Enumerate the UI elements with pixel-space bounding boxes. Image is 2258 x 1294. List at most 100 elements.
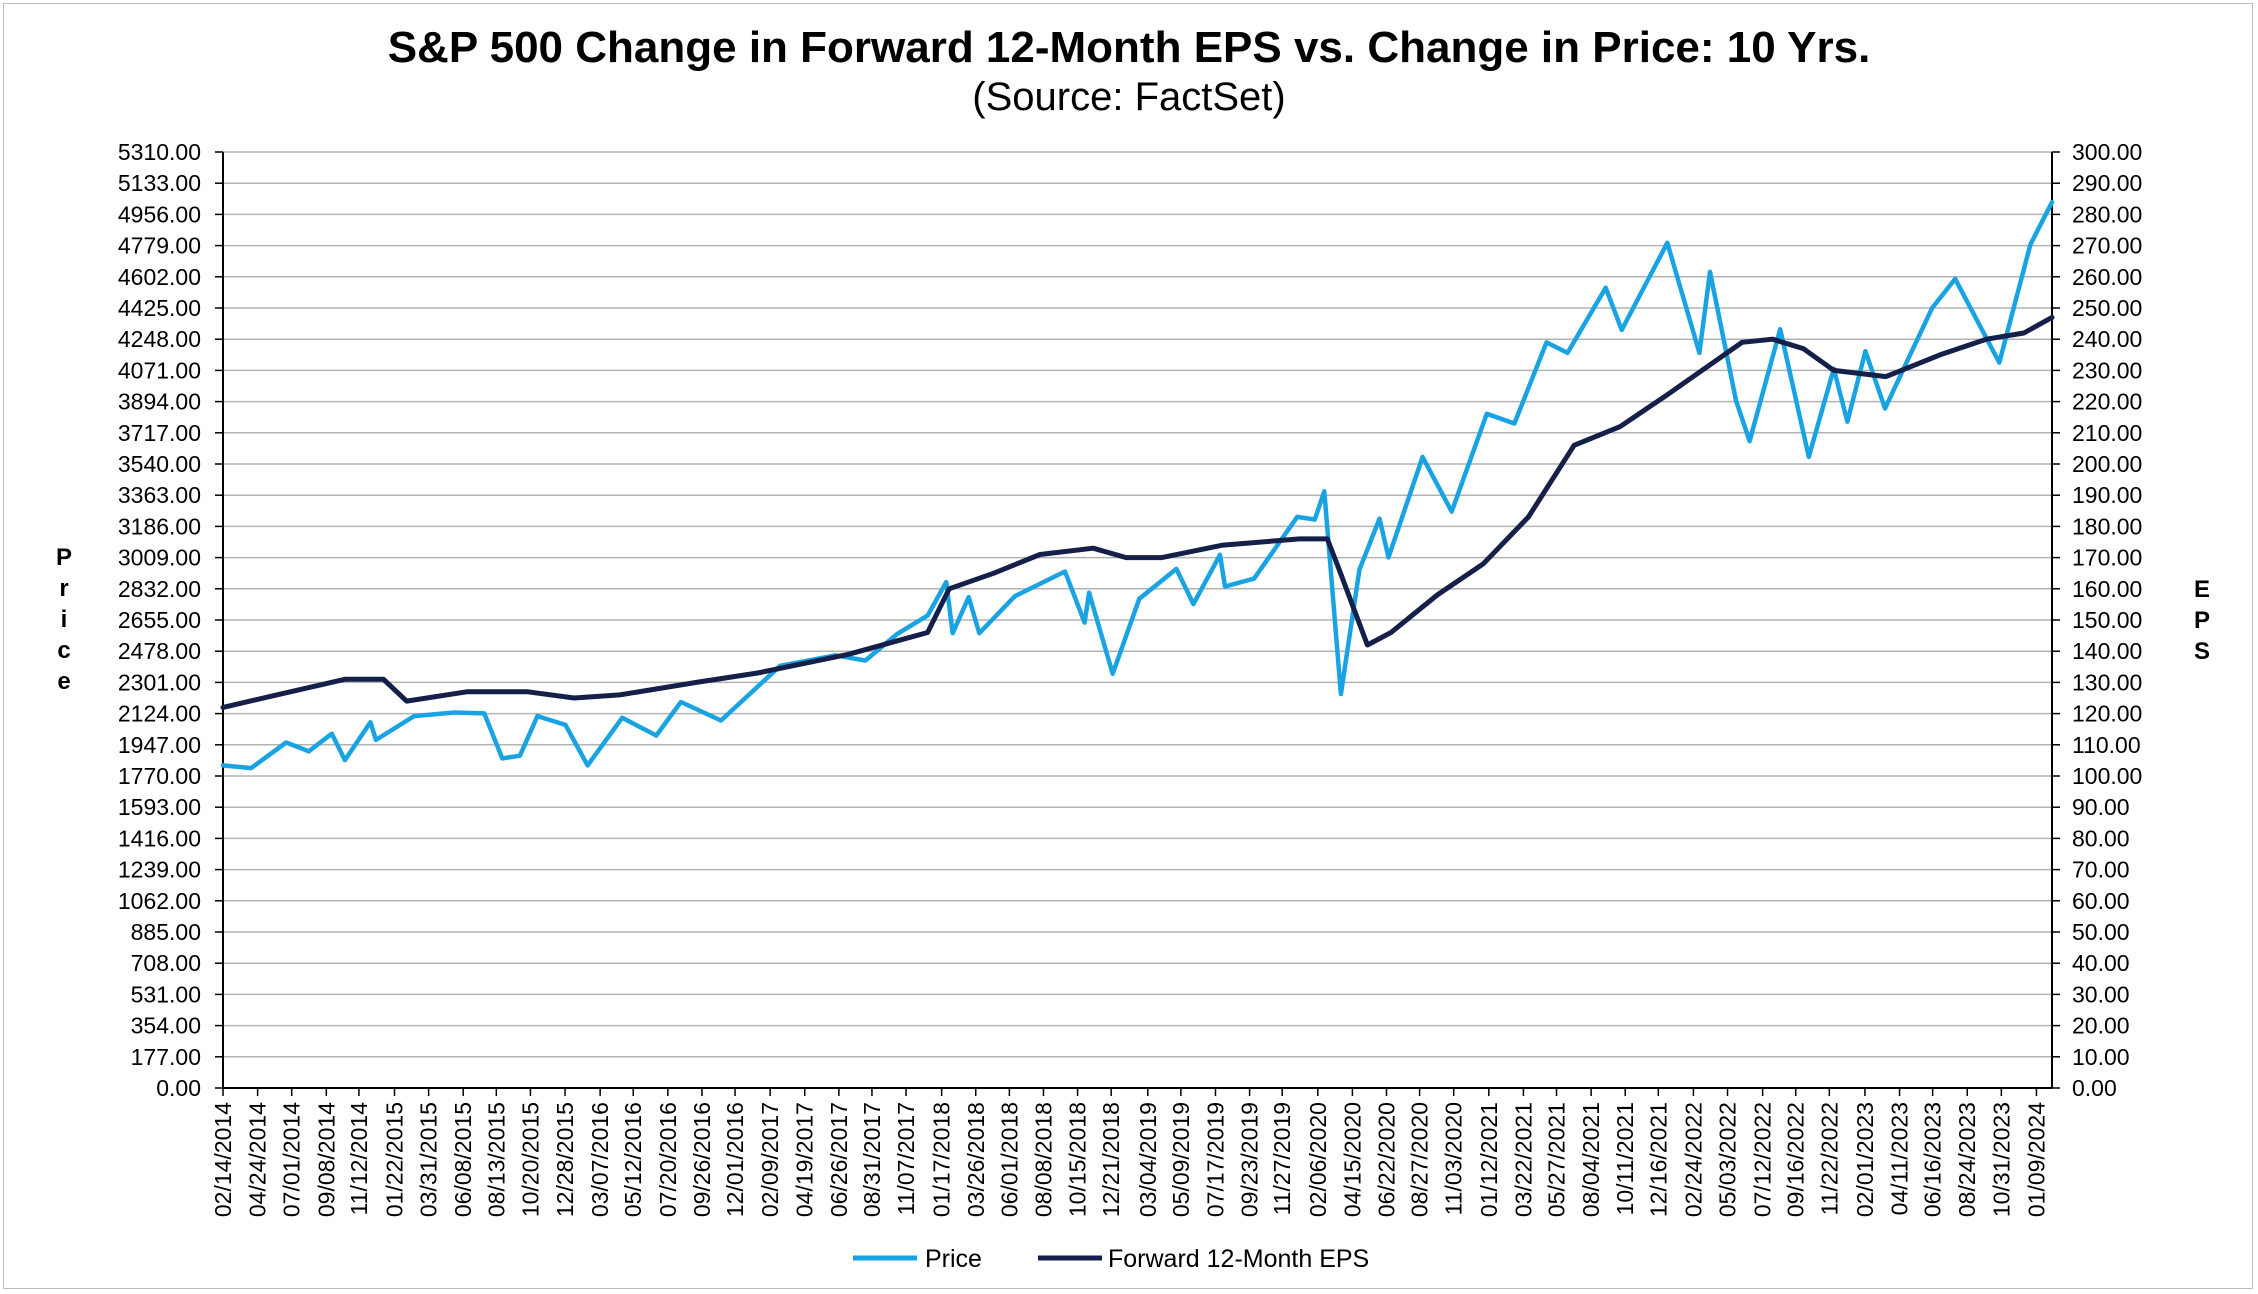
y-tick-label-left: 177.00 bbox=[131, 1044, 201, 1070]
x-tick-label: 11/03/2020 bbox=[1441, 1102, 1467, 1215]
price-line bbox=[220, 199, 2055, 771]
x-tick-label: 12/01/2016 bbox=[722, 1102, 748, 1217]
y-tick-label-left: 1416.00 bbox=[118, 825, 201, 851]
x-tick-label: 04/15/2020 bbox=[1339, 1102, 1365, 1217]
y-tick-label-right: 200.00 bbox=[2072, 451, 2142, 477]
y-axis-label-left-letter: e bbox=[57, 668, 70, 695]
y-tick-label-left: 3894.00 bbox=[118, 389, 201, 415]
y-tick-label-left: 3717.00 bbox=[118, 420, 201, 446]
x-tick-label: 02/14/2014 bbox=[210, 1102, 236, 1217]
x-tick-label: 04/19/2017 bbox=[792, 1102, 818, 1217]
x-tick-label: 01/09/2024 bbox=[2023, 1102, 2049, 1217]
y-tick-label-right: 300.00 bbox=[2072, 139, 2142, 165]
x-tick-label: 03/26/2018 bbox=[963, 1102, 989, 1217]
y-tick-label-right: 120.00 bbox=[2072, 701, 2142, 727]
x-tick-label: 06/22/2020 bbox=[1373, 1102, 1399, 1217]
y-axis-label-left-letter: r bbox=[59, 575, 68, 602]
x-tick-label: 10/11/2021 bbox=[1612, 1102, 1638, 1215]
y-tick-label-left: 1062.00 bbox=[118, 888, 201, 914]
y-tick-label-left: 3009.00 bbox=[118, 545, 201, 571]
x-tick-label: 12/16/2021 bbox=[1645, 1102, 1671, 1217]
x-tick-label: 03/04/2019 bbox=[1135, 1102, 1161, 1217]
x-tick-label: 10/15/2018 bbox=[1065, 1102, 1091, 1217]
x-tick-label: 07/12/2022 bbox=[1750, 1102, 1776, 1217]
y-tick-label-left: 3540.00 bbox=[118, 451, 201, 477]
x-tick-label: 11/07/2017 bbox=[893, 1102, 919, 1215]
y-tick-label-right: 30.00 bbox=[2072, 981, 2130, 1007]
x-tick-label: 05/09/2019 bbox=[1168, 1102, 1194, 1217]
y-tick-label-right: 60.00 bbox=[2072, 888, 2130, 914]
y-tick-label-right: 70.00 bbox=[2072, 857, 2130, 883]
x-tick-label: 09/26/2016 bbox=[689, 1102, 715, 1217]
x-tick-label: 08/04/2021 bbox=[1578, 1102, 1604, 1217]
chart-title: S&P 500 Change in Forward 12-Month EPS v… bbox=[388, 23, 1871, 72]
x-tick-label: 01/22/2015 bbox=[382, 1102, 408, 1217]
y-tick-label-right: 250.00 bbox=[2072, 295, 2142, 321]
x-tick-label: 02/06/2020 bbox=[1305, 1102, 1331, 1217]
y-tick-label-right: 170.00 bbox=[2072, 545, 2142, 571]
y-tick-label-left: 2124.00 bbox=[118, 701, 201, 727]
y-tick-label-left: 354.00 bbox=[131, 1013, 201, 1039]
x-tick-label: 08/31/2017 bbox=[859, 1102, 885, 1217]
y-axis-label-left-letter: P bbox=[56, 544, 72, 571]
series-lines bbox=[220, 199, 2055, 771]
y-axis-label-left-letter: c bbox=[57, 637, 70, 664]
y-tick-label-right: 290.00 bbox=[2072, 170, 2142, 196]
y-axis-label-left-letter: i bbox=[61, 606, 68, 633]
x-tick-label: 05/27/2021 bbox=[1544, 1102, 1570, 1217]
y-tick-label-right: 240.00 bbox=[2072, 326, 2142, 352]
y-tick-label-right: 50.00 bbox=[2072, 919, 2130, 945]
x-tick-label: 08/24/2023 bbox=[1954, 1102, 1980, 1217]
x-tick-label: 11/22/2022 bbox=[1816, 1102, 1842, 1215]
y-tick-label-left: 1593.00 bbox=[118, 794, 201, 820]
y-tick-label-left: 5310.00 bbox=[118, 139, 201, 165]
y-tick-label-left: 4602.00 bbox=[118, 264, 201, 290]
y-tick-label-right: 150.00 bbox=[2072, 607, 2142, 633]
x-tick-label: 07/20/2016 bbox=[655, 1102, 681, 1217]
y-tick-label-left: 1239.00 bbox=[118, 857, 201, 883]
legend-price-label: Price bbox=[925, 1245, 982, 1273]
eps-line bbox=[220, 314, 2055, 710]
x-tick-label: 01/12/2021 bbox=[1476, 1102, 1502, 1217]
x-tick-label: 09/08/2014 bbox=[313, 1102, 339, 1217]
y-axis-label-left: Price bbox=[56, 544, 72, 695]
y-tick-label-right: 130.00 bbox=[2072, 669, 2142, 695]
y-tick-label-left: 708.00 bbox=[131, 950, 201, 976]
y-axis-label-right-letter: E bbox=[2194, 576, 2210, 603]
y-tick-label-left: 1770.00 bbox=[118, 763, 201, 789]
legend: Price Forward 12-Month EPS bbox=[853, 1245, 1369, 1273]
y-tick-label-left: 4779.00 bbox=[118, 233, 201, 259]
x-tick-label: 07/17/2019 bbox=[1202, 1102, 1228, 1217]
x-tick-label: 08/08/2018 bbox=[1030, 1102, 1056, 1217]
y-tick-label-left: 2301.00 bbox=[118, 669, 201, 695]
y-tick-label-left: 5133.00 bbox=[118, 170, 201, 196]
x-tick-label: 08/13/2015 bbox=[483, 1102, 509, 1217]
x-tick-label: 09/23/2019 bbox=[1237, 1102, 1263, 1217]
x-tick-label: 05/12/2016 bbox=[620, 1102, 646, 1217]
x-tick-label: 02/09/2017 bbox=[757, 1102, 783, 1217]
y-tick-label-left: 4248.00 bbox=[118, 326, 201, 352]
y-tick-label-right: 180.00 bbox=[2072, 513, 2142, 539]
y-tick-label-right: 100.00 bbox=[2072, 763, 2142, 789]
x-tick-label: 07/01/2014 bbox=[279, 1102, 305, 1217]
y-tick-label-right: 220.00 bbox=[2072, 389, 2142, 415]
x-tick-label: 04/24/2014 bbox=[245, 1102, 271, 1217]
x-tick-label: 10/31/2023 bbox=[1988, 1102, 2014, 1217]
x-tick-label: 11/27/2019 bbox=[1269, 1102, 1295, 1215]
y-tick-label-right: 40.00 bbox=[2072, 950, 2130, 976]
y-tick-label-right: 260.00 bbox=[2072, 264, 2142, 290]
y-tick-label-right: 280.00 bbox=[2072, 201, 2142, 227]
y-tick-label-right: 20.00 bbox=[2072, 1013, 2130, 1039]
x-tick-label: 02/01/2023 bbox=[1852, 1102, 1878, 1217]
y-axis-label-right: EPS bbox=[2194, 576, 2210, 665]
y-axis-label-right-letter: S bbox=[2194, 638, 2210, 665]
y-tick-label-left: 4956.00 bbox=[118, 201, 201, 227]
x-tick-label: 12/28/2015 bbox=[552, 1102, 578, 1217]
y-tick-label-left: 2478.00 bbox=[118, 638, 201, 664]
y-tick-label-left: 531.00 bbox=[131, 981, 201, 1007]
x-tick-label: 06/08/2015 bbox=[450, 1102, 476, 1217]
y-tick-label-left: 3186.00 bbox=[118, 513, 201, 539]
y-axis-label-right-letter: P bbox=[2194, 607, 2210, 634]
gridlines bbox=[223, 151, 2052, 1089]
